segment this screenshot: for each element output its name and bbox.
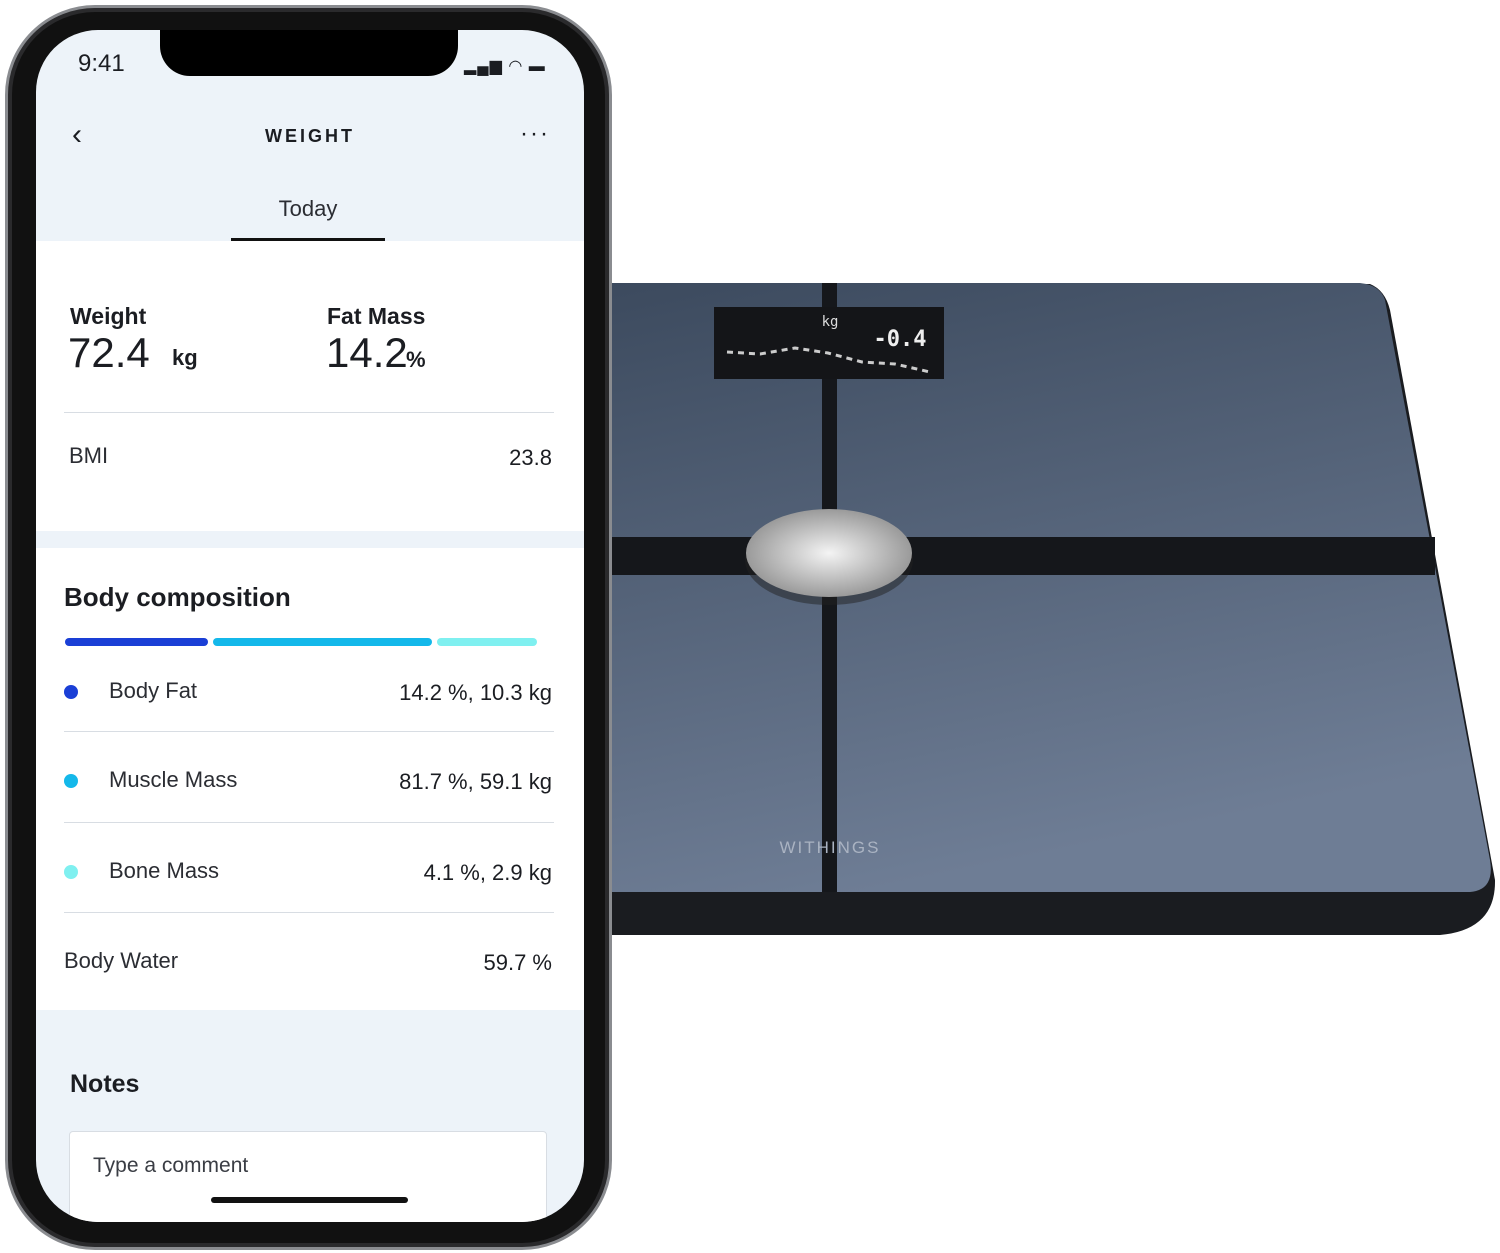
composition-bar-bone — [436, 638, 537, 646]
bone-mass-label: Bone Mass — [109, 858, 220, 883]
weight-value: 72.4 — [68, 329, 150, 376]
scale-display-value: -0.4 — [874, 327, 927, 352]
weight-unit: kg — [172, 345, 198, 370]
smart-scale-image: kg -0.4 WITHINGS — [600, 283, 1496, 935]
scale-display-trend — [726, 346, 931, 374]
bone-mass-value: 4.1 %, 2.9 kg — [423, 860, 552, 885]
body-water-value: 59.7 % — [483, 950, 553, 975]
body-composition-card: Body composition Body Fat 14.2 %, 10.3 k… — [36, 548, 584, 1010]
status-time: 9:41 — [78, 50, 125, 77]
summary-card: Weight 72.4 kg Fat Mass 14.2 % BMI 23.8 — [36, 241, 584, 531]
more-options-button[interactable]: ··· — [520, 120, 550, 147]
body-water-label: Body Water — [64, 948, 179, 973]
page-title: WEIGHT — [265, 126, 355, 146]
body-fat-label: Body Fat — [109, 678, 198, 703]
bone-mass-dot — [64, 865, 78, 879]
scale-brand-logo: WITHINGS — [780, 838, 881, 857]
back-button[interactable]: ‹ — [72, 118, 82, 151]
fat-mass-unit: % — [406, 347, 426, 372]
divider — [64, 412, 554, 413]
comment-placeholder: Type a comment — [93, 1154, 249, 1177]
tab-today[interactable]: Today — [278, 196, 338, 221]
body-fat-dot — [64, 685, 78, 699]
body-fat-value: 14.2 %, 10.3 kg — [399, 680, 552, 705]
composition-bar-fat — [65, 638, 208, 646]
notes-title: Notes — [70, 1070, 140, 1098]
phone-screen: 9:41 ▂▄▆ ◠ ▬ ‹ WEIGHT ··· Today Weight 7… — [36, 30, 584, 1222]
muscle-mass-value: 81.7 %, 59.1 kg — [399, 769, 552, 794]
divider — [64, 912, 554, 913]
fat-mass-value: 14.2 — [326, 329, 408, 376]
weight-label: Weight — [70, 303, 147, 329]
status-icons: ▂▄▆ ◠ ▬ — [464, 58, 546, 75]
divider — [64, 731, 554, 732]
notch — [160, 30, 458, 76]
scale-display-unit: kg — [822, 314, 839, 330]
home-indicator[interactable] — [211, 1197, 408, 1203]
bmi-label: BMI — [69, 443, 109, 468]
divider — [64, 822, 554, 823]
muscle-mass-label: Muscle Mass — [109, 767, 238, 792]
tab-indicator — [231, 238, 385, 241]
comment-input[interactable]: Type a comment — [69, 1131, 547, 1222]
composition-bar — [65, 638, 551, 646]
fat-mass-label: Fat Mass — [327, 303, 426, 329]
bmi-value: 23.8 — [509, 445, 552, 470]
muscle-mass-dot — [64, 774, 78, 788]
body-composition-title: Body composition — [64, 582, 291, 612]
composition-bar-muscle — [212, 638, 432, 646]
